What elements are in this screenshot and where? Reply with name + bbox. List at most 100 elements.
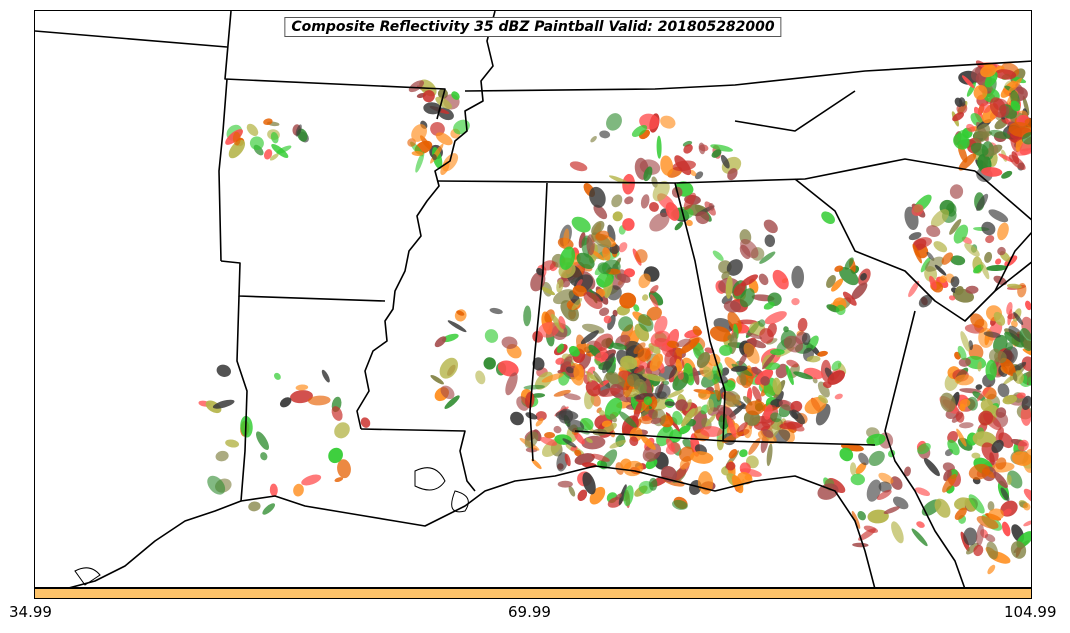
paintball-blob [1021,132,1031,145]
paintball-blob [763,219,778,234]
paintball-blob [648,342,661,355]
paintball-blob [989,129,1011,140]
paintball-blob [1025,300,1031,311]
paintball-blob [618,316,634,332]
paintball-blob [683,192,696,210]
paintball-blob [758,273,769,286]
paintball-blob [540,286,556,296]
paintball-blob [988,209,1009,223]
paintball-blob [711,149,722,158]
paintball-blob [573,364,584,381]
paintball-blob [269,153,279,161]
paintball-blob [1005,342,1014,351]
paintball-blob [883,506,900,515]
paintball-blob [248,501,261,512]
paintball-blob [489,307,503,315]
paintball-blob [1012,372,1018,382]
paintball-blob [577,489,588,502]
paintball-blob [276,145,292,154]
paintball-blob [525,412,538,420]
border-line [794,178,1031,322]
border-line [35,30,228,48]
paintball-blob [984,533,996,543]
paintball-blob [618,242,628,253]
paintball-blob [711,361,723,384]
paintball-blob [1008,154,1026,170]
colorbar-tick-mid: 69.99 [508,603,551,621]
paintball-blob [649,285,659,294]
paintball-blob [215,450,229,462]
paintball-blob [746,338,767,349]
paintball-blob [639,415,653,425]
paintball-blob [740,238,759,259]
paintball-blob [844,257,854,270]
paintball-blob [638,273,651,289]
paintball-blob [760,376,770,386]
paintball-blob [571,216,591,233]
paintball-blob [948,295,956,301]
paintball-blob [692,367,700,385]
paintball-blob [609,413,617,423]
paintball-blob [950,255,966,266]
paintball-blob [643,396,653,406]
paintball-blob [602,353,616,374]
paintball-blob [722,431,744,443]
coastline [884,310,966,587]
paintball-blob [633,365,645,374]
paintball-blob [444,395,460,409]
paintball-blob [295,124,302,137]
river-border [356,11,496,430]
paintball-blob [656,135,662,159]
paintball-blob [279,397,292,408]
paintball-blob [654,315,668,335]
paintball-blob [308,395,331,406]
paintball-blob [692,325,702,336]
paintball-blob [973,84,988,100]
paintball-blob [568,486,576,497]
paintball-blob [961,75,975,89]
paintball-blob [440,161,450,176]
map-canvas [35,11,1031,587]
paintball-blob [973,544,984,557]
paintball-blob [995,407,1007,418]
paintball-blob [604,397,623,420]
paintball-blob [531,458,542,470]
paintball-blob [451,91,460,100]
paintball-blob [866,479,882,502]
paintball-blob [650,417,662,425]
paintball-blob [565,366,574,374]
paintball-blob [726,259,743,276]
paintball-blob [891,521,904,544]
map-panel: Composite Reflectivity 35 dBZ Paintball … [34,10,1032,588]
paintball-blob [791,297,800,306]
paintball-blob [983,412,1002,431]
paintball-blob [980,398,994,412]
paintball-blob [993,311,1006,326]
paintball-blob [727,168,738,181]
paintball-blob [721,271,730,280]
paintball-blob [976,515,999,529]
paintball-blob [908,280,920,298]
paintball-blob [430,374,444,385]
paintball-blob [583,291,603,310]
paintball-blob [612,211,623,222]
paintball-blob [964,242,980,257]
paintball-blob [762,429,774,438]
paintball-blob [660,155,674,176]
paintball-blob [738,353,747,366]
coast-detail-layer [74,467,469,586]
paintball-blob [572,285,587,297]
paintball-blob [263,149,273,160]
paintball-blob [858,452,869,466]
coastline-detail [414,467,446,491]
paintball-blob [1026,376,1031,386]
paintball-blob [590,135,597,143]
paintball-blob [791,409,806,425]
paintball-blob [993,471,1008,489]
paintball-blob [1023,488,1031,505]
paintball-blob [994,69,1017,80]
paintball-blob [585,380,601,397]
paintball-blob [626,373,641,387]
paintball-blob [706,398,714,415]
paintball-blob [563,356,573,366]
